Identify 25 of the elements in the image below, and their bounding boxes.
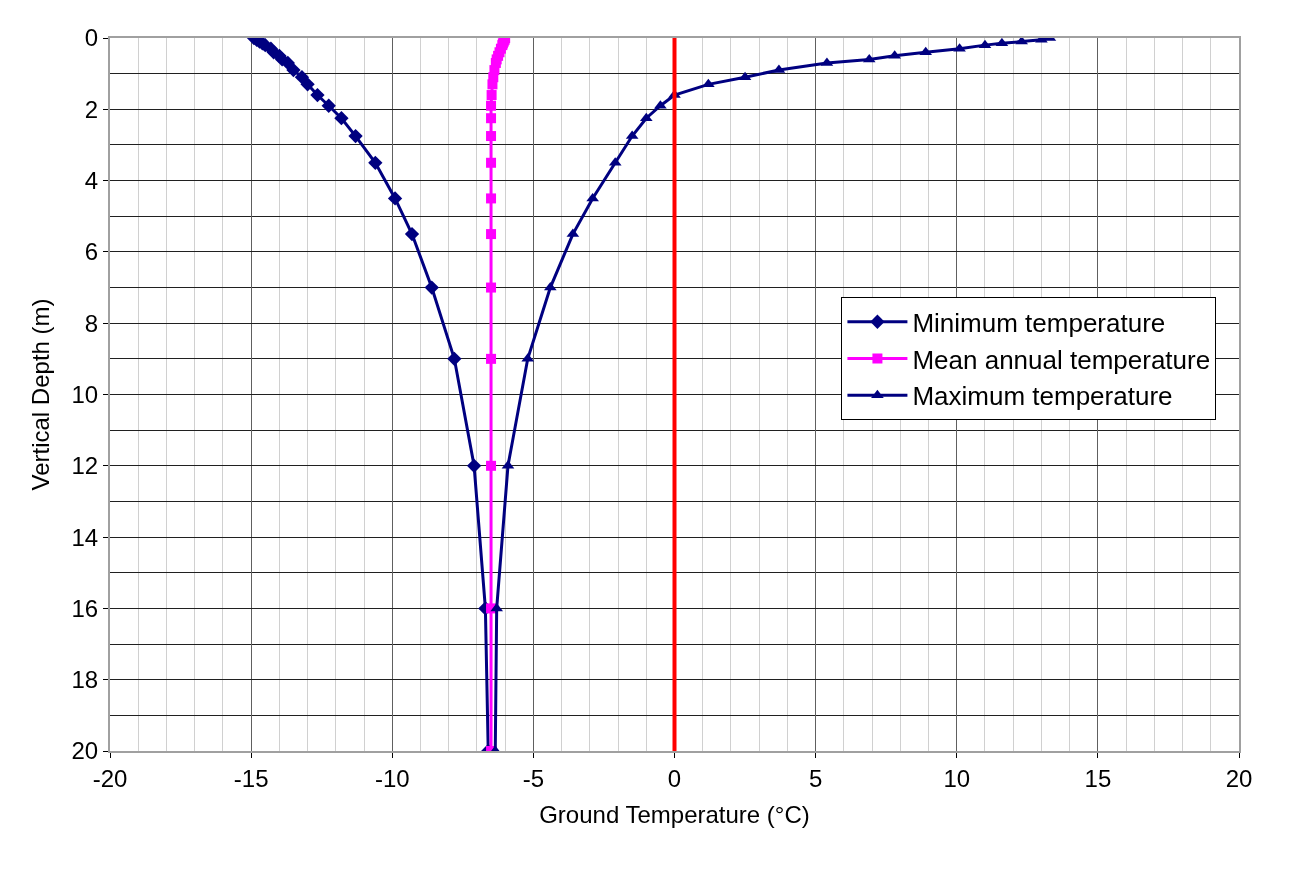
y-tick-label: 18 xyxy=(71,666,99,694)
x-axis-title: Ground Temperature (°C) xyxy=(539,800,810,828)
x-tick-label: -5 xyxy=(522,764,545,792)
legend-label: Maximum temperature xyxy=(912,381,1173,412)
y-tick-label: 4 xyxy=(84,167,99,194)
y-tick-label: 20 xyxy=(71,737,99,765)
x-tick-label: -10 xyxy=(374,764,410,792)
y-tick-label: 14 xyxy=(71,523,99,551)
legend-label: Minimum temperature xyxy=(912,307,1166,338)
x-tick-label: 20 xyxy=(1225,764,1253,792)
y-tick-label: 8 xyxy=(84,309,99,337)
legend-label: Mean annual temperature xyxy=(912,344,1211,375)
y-tick-label: 0 xyxy=(84,24,99,52)
y-axis-title: Vertical Depth (m) xyxy=(27,298,55,491)
y-tick-label: 12 xyxy=(71,452,99,480)
y-tick-label: 16 xyxy=(71,594,99,622)
x-tick-label: 10 xyxy=(943,764,971,792)
x-tick-label: 0 xyxy=(667,764,682,792)
y-tick-label: 6 xyxy=(84,238,99,266)
x-tick-label: -15 xyxy=(233,764,269,792)
y-tick-label: 10 xyxy=(71,380,99,408)
x-tick-label: 15 xyxy=(1084,764,1112,792)
x-tick-label: -20 xyxy=(92,764,128,792)
y-tick-label: 2 xyxy=(84,95,99,123)
x-tick-label: 5 xyxy=(808,764,823,792)
